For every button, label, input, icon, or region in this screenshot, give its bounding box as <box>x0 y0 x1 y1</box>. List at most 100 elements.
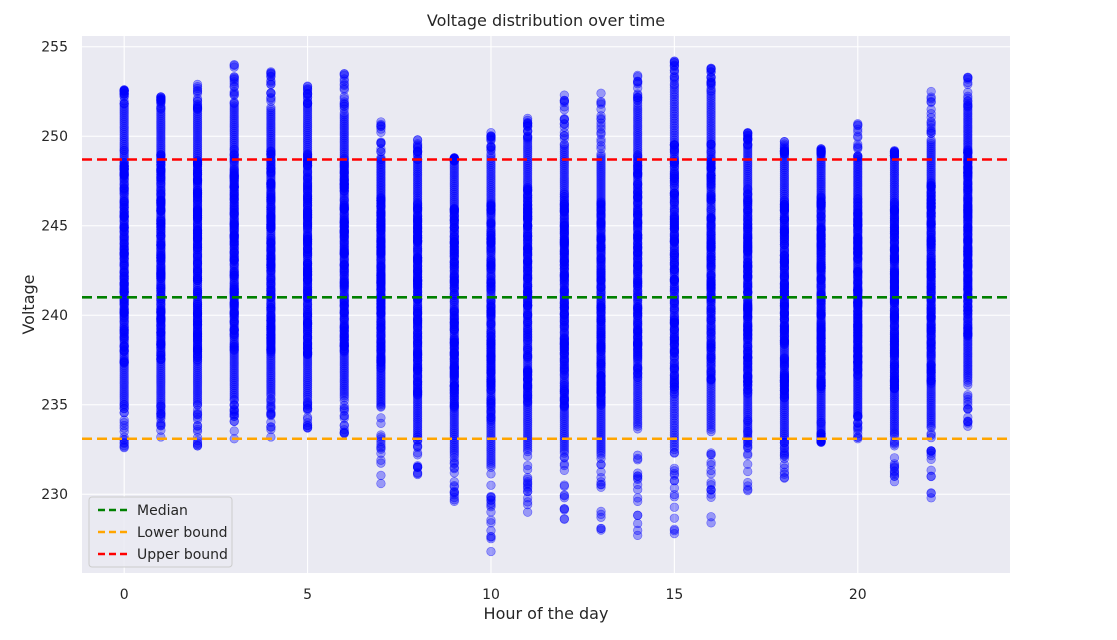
outlier-point <box>119 426 129 437</box>
data-point <box>449 276 459 286</box>
data-point <box>119 231 129 241</box>
data-point <box>669 490 679 500</box>
data-point <box>669 303 679 313</box>
data-point <box>156 253 166 263</box>
data-point <box>302 247 313 257</box>
data-point <box>596 144 606 154</box>
data-point <box>119 274 129 284</box>
data-point <box>376 207 386 217</box>
outlier-point <box>229 60 239 70</box>
data-point <box>559 491 569 501</box>
data-point <box>119 332 129 343</box>
data-point <box>559 205 569 216</box>
data-point <box>266 88 276 98</box>
data-point <box>669 276 679 287</box>
outlier-point <box>192 79 203 89</box>
outlier-point <box>559 119 569 129</box>
data-point <box>192 222 203 232</box>
data-point <box>413 355 423 366</box>
data-point <box>523 326 533 337</box>
data-point <box>559 465 569 476</box>
data-point <box>413 253 423 263</box>
data-point <box>229 287 239 297</box>
data-point <box>119 305 129 315</box>
outlier-point <box>449 459 459 469</box>
outlier-point <box>266 79 276 89</box>
data-point <box>523 367 533 377</box>
outlier-point <box>156 419 166 430</box>
data-point <box>596 302 606 313</box>
data-point <box>156 256 166 266</box>
data-point <box>486 319 496 329</box>
outlier-point <box>266 67 276 77</box>
hour-point-group-5 <box>302 81 313 433</box>
data-point <box>156 330 166 340</box>
outlier-point <box>156 409 166 419</box>
data-point <box>633 231 643 241</box>
data-point <box>339 329 349 339</box>
data-point <box>669 312 679 322</box>
data-point <box>192 266 203 276</box>
data-point <box>669 177 679 187</box>
data-point <box>156 231 166 241</box>
hour-point-group-11 <box>523 113 533 517</box>
data-point <box>156 175 166 185</box>
data-point <box>633 260 643 270</box>
data-point <box>376 338 386 348</box>
data-point <box>376 247 386 257</box>
data-point <box>559 224 569 234</box>
data-point <box>633 180 643 190</box>
data-point <box>486 396 496 406</box>
data-point <box>192 308 203 319</box>
data-point <box>156 406 166 416</box>
data-point <box>633 308 643 318</box>
data-point <box>449 257 459 268</box>
data-point <box>559 298 569 308</box>
data-point <box>596 512 606 522</box>
data-point <box>266 323 276 334</box>
outlier-point <box>596 453 606 464</box>
hour-point-group-0 <box>119 85 129 453</box>
data-point <box>339 320 349 331</box>
data-point <box>523 379 533 390</box>
data-point <box>119 183 129 193</box>
data-point <box>229 416 239 426</box>
data-point <box>119 145 129 156</box>
data-point <box>302 258 313 268</box>
data-point <box>339 283 349 293</box>
data-point <box>266 147 276 157</box>
outlier-point <box>449 496 459 507</box>
outlier-point <box>486 498 496 508</box>
data-point <box>633 369 643 379</box>
data-point <box>413 323 423 333</box>
outlier-point <box>633 70 643 80</box>
data-point <box>449 397 459 407</box>
outlier-point <box>266 400 276 410</box>
outlier-point <box>339 85 349 95</box>
hour-point-group-7 <box>376 117 386 489</box>
data-point <box>119 415 129 425</box>
data-point <box>669 340 679 350</box>
data-point <box>229 144 239 154</box>
data-point <box>119 101 129 111</box>
data-point <box>596 200 606 210</box>
data-point <box>559 481 569 491</box>
data-point <box>596 240 606 250</box>
outlier-point <box>669 448 679 458</box>
data-point <box>376 147 386 157</box>
data-point <box>156 179 166 189</box>
outlier-point <box>559 90 569 100</box>
data-point <box>266 422 276 432</box>
data-point <box>156 402 166 413</box>
outlier-point <box>302 81 313 91</box>
data-point <box>633 424 643 434</box>
data-point <box>156 343 166 353</box>
outlier-point <box>156 97 166 107</box>
data-point <box>633 352 643 362</box>
data-point <box>339 307 349 317</box>
data-point <box>302 191 313 201</box>
data-point <box>119 163 129 173</box>
outlier-point <box>596 113 606 123</box>
data-point <box>156 240 166 251</box>
data-point <box>596 395 606 405</box>
